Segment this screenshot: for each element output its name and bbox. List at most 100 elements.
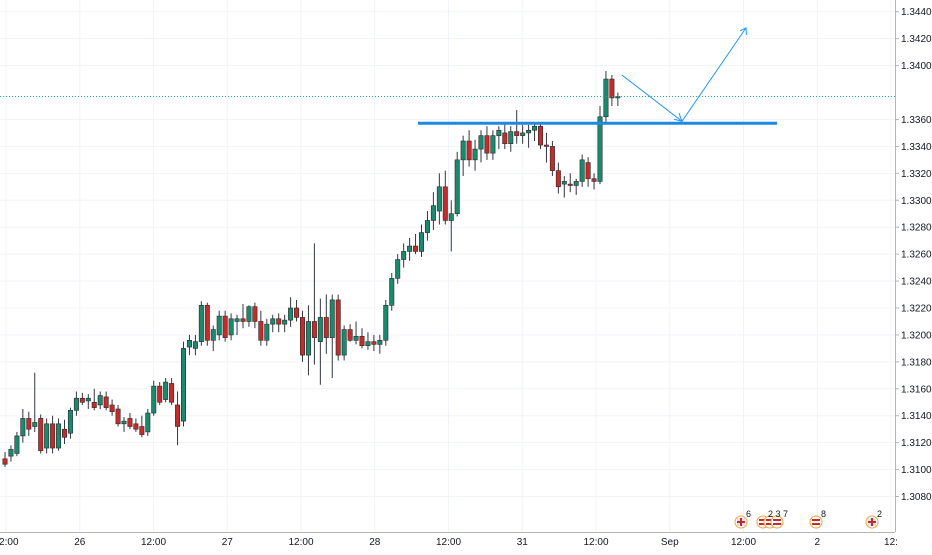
candle-up[interactable]: [305, 305, 311, 376]
candle-up[interactable]: [282, 314, 288, 333]
candle-up[interactable]: [430, 192, 436, 230]
candle-down[interactable]: [276, 313, 282, 333]
candle-up[interactable]: [288, 297, 294, 327]
candle-up[interactable]: [97, 391, 103, 409]
candle-up[interactable]: [14, 431, 20, 457]
candle-down[interactable]: [2, 452, 8, 467]
candle-up[interactable]: [145, 409, 151, 436]
candle-down[interactable]: [157, 382, 163, 405]
candle-down[interactable]: [115, 404, 121, 427]
candle-up[interactable]: [56, 418, 62, 451]
candle-up[interactable]: [460, 135, 466, 177]
candle-up[interactable]: [198, 301, 204, 346]
event-marker[interactable]: 8: [809, 509, 826, 529]
candle-up[interactable]: [508, 126, 514, 152]
candle-down[interactable]: [252, 302, 258, 329]
candle-down[interactable]: [466, 130, 472, 167]
candle-down[interactable]: [413, 233, 419, 255]
candles[interactable]: [2, 70, 621, 467]
event-marker[interactable]: 2 3 7: [756, 509, 788, 529]
candle-down[interactable]: [61, 419, 67, 445]
candle-down[interactable]: [555, 162, 561, 194]
candle-down[interactable]: [133, 418, 139, 432]
candle-down[interactable]: [514, 110, 520, 144]
candle-down[interactable]: [567, 173, 573, 193]
event-marker[interactable]: 2: [865, 509, 882, 529]
candle-down[interactable]: [609, 75, 615, 106]
candle-up[interactable]: [573, 178, 579, 195]
candle-up[interactable]: [151, 380, 157, 416]
candle-down[interactable]: [103, 391, 109, 411]
candle-up[interactable]: [329, 294, 335, 379]
candle-up[interactable]: [454, 151, 460, 217]
candle-up[interactable]: [121, 417, 127, 432]
candle-up[interactable]: [234, 314, 240, 335]
candle-down[interactable]: [294, 299, 300, 322]
candle-up[interactable]: [395, 254, 401, 284]
economic-events[interactable]: 6 2 3 7 8 2: [734, 509, 882, 529]
candle-up[interactable]: [246, 305, 252, 327]
candle-up[interactable]: [353, 321, 359, 345]
candle-down[interactable]: [139, 415, 145, 438]
candle-up[interactable]: [407, 237, 413, 261]
event-marker[interactable]: 6: [734, 509, 751, 529]
candle-up[interactable]: [8, 445, 14, 462]
candle-down[interactable]: [549, 141, 555, 177]
candle-down[interactable]: [335, 294, 341, 361]
candle-down[interactable]: [127, 413, 133, 430]
candle-up[interactable]: [377, 334, 383, 354]
candle-up[interactable]: [615, 92, 621, 106]
candle-up[interactable]: [579, 154, 585, 187]
candle-up[interactable]: [32, 372, 38, 432]
candle-up[interactable]: [401, 243, 407, 268]
candle-up[interactable]: [389, 272, 395, 311]
candle-down[interactable]: [79, 392, 85, 405]
candle-down[interactable]: [537, 122, 543, 150]
candle-down[interactable]: [222, 310, 228, 342]
candle-down[interactable]: [311, 243, 317, 365]
candle-up[interactable]: [181, 341, 187, 427]
candle-down[interactable]: [591, 173, 597, 190]
candle-up[interactable]: [216, 310, 222, 341]
candle-down[interactable]: [38, 414, 44, 454]
candle-down[interactable]: [169, 378, 175, 405]
candle-up[interactable]: [163, 378, 169, 403]
candle-down[interactable]: [359, 328, 365, 349]
annotations[interactable]: 1.3377136:35: [0, 27, 932, 125]
candle-up[interactable]: [264, 318, 270, 346]
candle-up[interactable]: [526, 124, 532, 148]
candle-down[interactable]: [91, 388, 97, 411]
candle-up[interactable]: [436, 173, 442, 225]
candle-down[interactable]: [175, 391, 181, 446]
candle-up[interactable]: [365, 332, 371, 350]
candle-down[interactable]: [26, 411, 32, 436]
candle-down[interactable]: [442, 170, 448, 225]
candle-up[interactable]: [210, 325, 216, 352]
candle-up[interactable]: [383, 299, 389, 346]
candle-up[interactable]: [496, 126, 502, 150]
candle-up[interactable]: [418, 224, 424, 257]
candle-down[interactable]: [585, 157, 591, 187]
candle-up[interactable]: [73, 391, 79, 416]
candle-up[interactable]: [192, 334, 198, 356]
candle-up[interactable]: [44, 418, 50, 454]
candle-up[interactable]: [472, 139, 478, 171]
candle-up[interactable]: [597, 106, 603, 185]
candle-down[interactable]: [240, 303, 246, 329]
candle-down[interactable]: [258, 310, 264, 346]
candle-up[interactable]: [186, 334, 192, 356]
candle-up[interactable]: [228, 313, 234, 341]
candle-up[interactable]: [532, 123, 538, 142]
candle-up[interactable]: [270, 314, 276, 333]
candle-up[interactable]: [448, 200, 454, 252]
candle-down[interactable]: [484, 126, 490, 160]
candle-down[interactable]: [347, 324, 353, 342]
candle-up[interactable]: [490, 130, 496, 160]
candle-up[interactable]: [603, 70, 609, 123]
candle-up[interactable]: [561, 176, 567, 198]
candle-down[interactable]: [204, 302, 210, 346]
candle-down[interactable]: [109, 399, 115, 416]
candle-up[interactable]: [67, 407, 73, 439]
